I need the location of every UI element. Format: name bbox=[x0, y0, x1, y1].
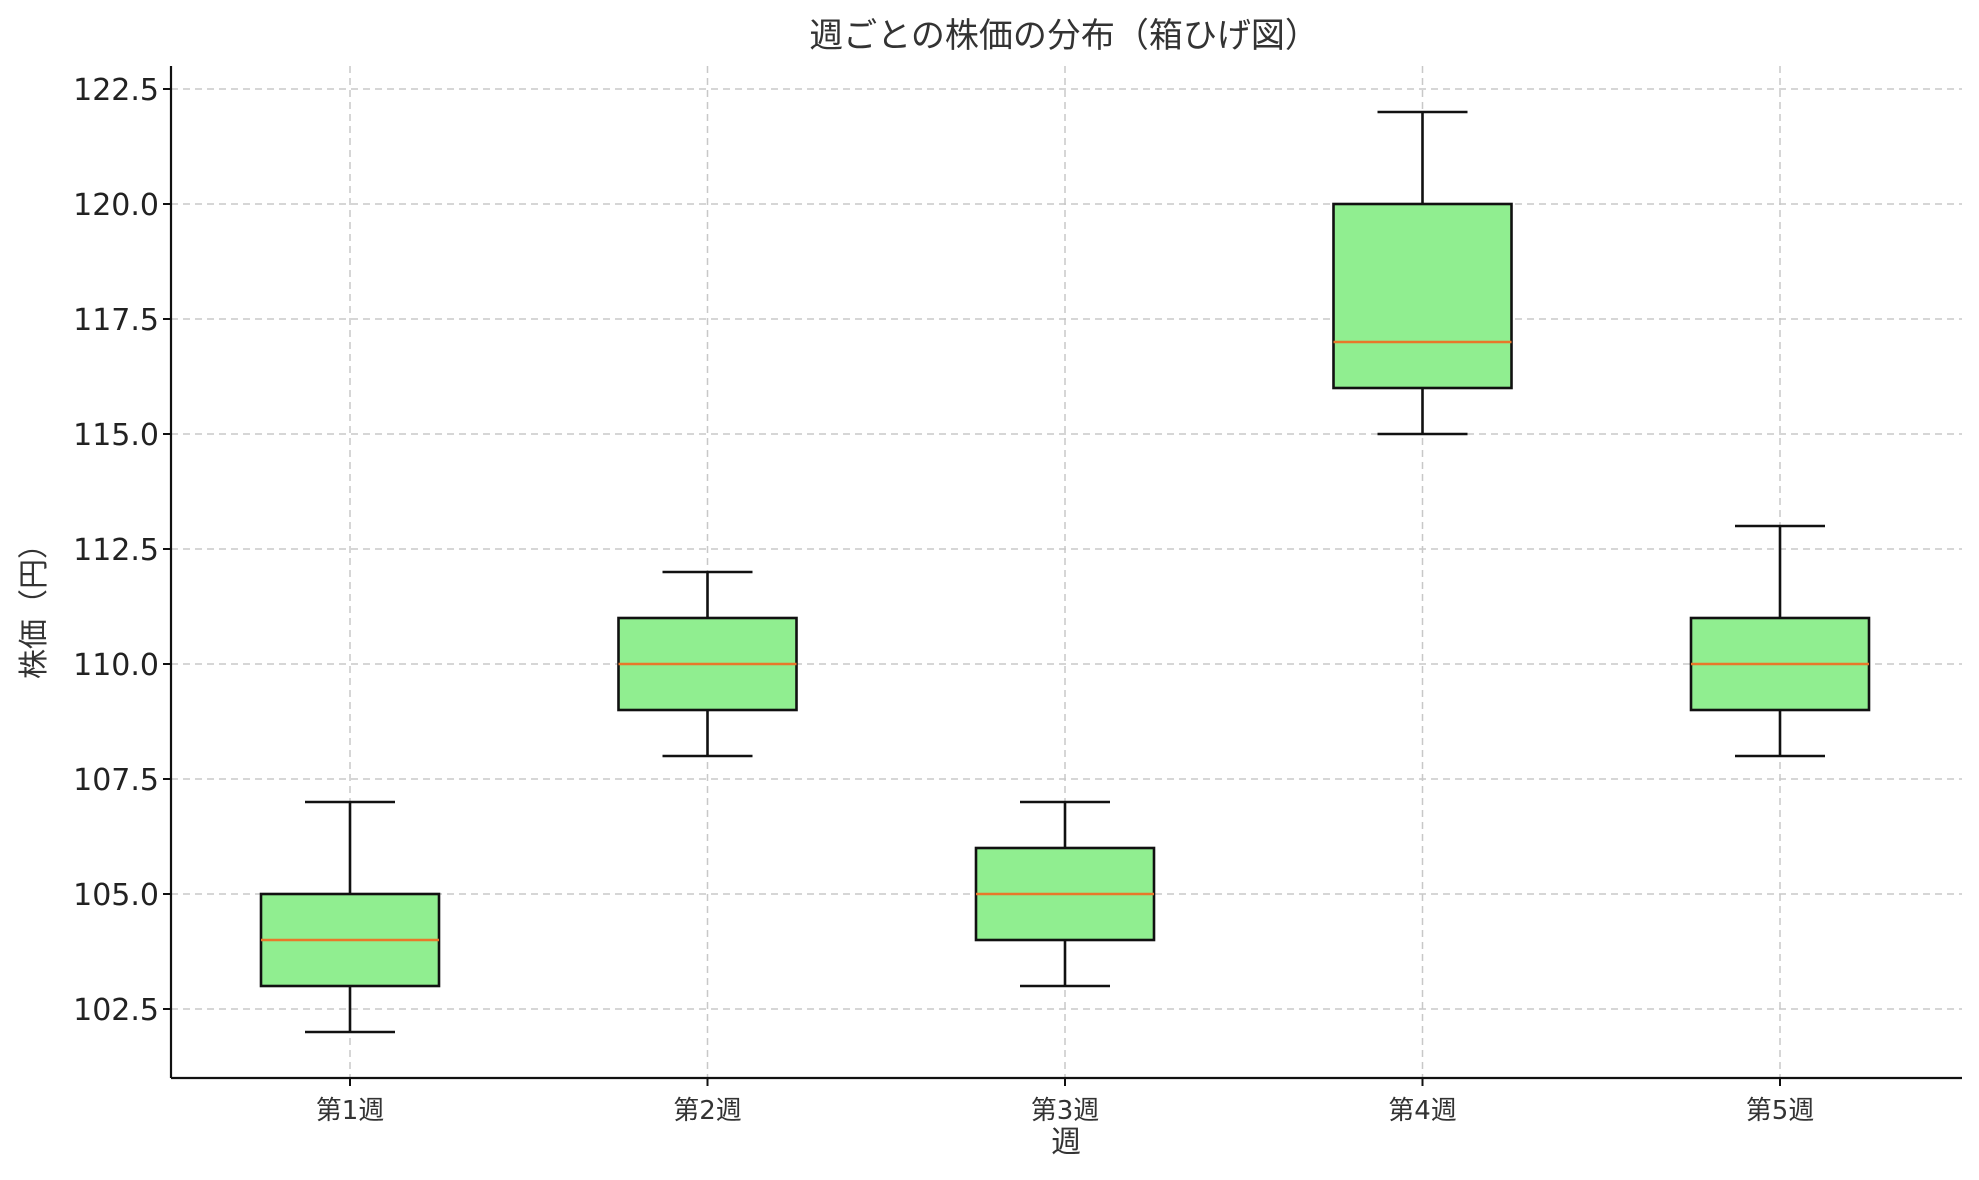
y-tick-label: 112.5 bbox=[73, 533, 159, 568]
y-tick-label: 102.5 bbox=[73, 993, 159, 1028]
chart-title: 週ごとの株価の分布（箱ひげ図） bbox=[809, 16, 1319, 56]
y-tick-label: 105.0 bbox=[73, 878, 159, 913]
box-layer bbox=[259, 110, 1871, 1034]
box-group bbox=[617, 570, 798, 758]
y-tick-label: 107.5 bbox=[73, 763, 159, 798]
box-group bbox=[1689, 524, 1871, 758]
box-group bbox=[974, 800, 1156, 988]
iqr-box bbox=[1332, 202, 1513, 390]
y-tick-label: 110.0 bbox=[73, 648, 159, 683]
y-axis-label: 株価（円） bbox=[17, 529, 52, 679]
box-group bbox=[1332, 110, 1513, 436]
x-axis-label: 週 bbox=[1051, 1125, 1081, 1160]
x-tick-label: 第2週 bbox=[673, 1096, 742, 1126]
y-tick-label: 122.5 bbox=[73, 73, 159, 108]
tick-layer: 102.5 105.0 107.5 110.0 112.5 115.0 117.5 120.0… bbox=[73, 73, 1814, 1126]
y-tick-label: 117.5 bbox=[73, 303, 159, 338]
x-tick-label: 第1週 bbox=[316, 1096, 385, 1126]
y-tick-label: 120.0 bbox=[73, 188, 159, 223]
x-tick-label: 第3週 bbox=[1031, 1096, 1100, 1126]
box-group bbox=[259, 800, 441, 1034]
y-tick-label: 115.0 bbox=[73, 418, 159, 453]
axis-layer bbox=[169, 66, 1962, 1080]
x-tick-label: 第4週 bbox=[1388, 1096, 1457, 1126]
x-tick-label: 第5週 bbox=[1746, 1096, 1815, 1126]
